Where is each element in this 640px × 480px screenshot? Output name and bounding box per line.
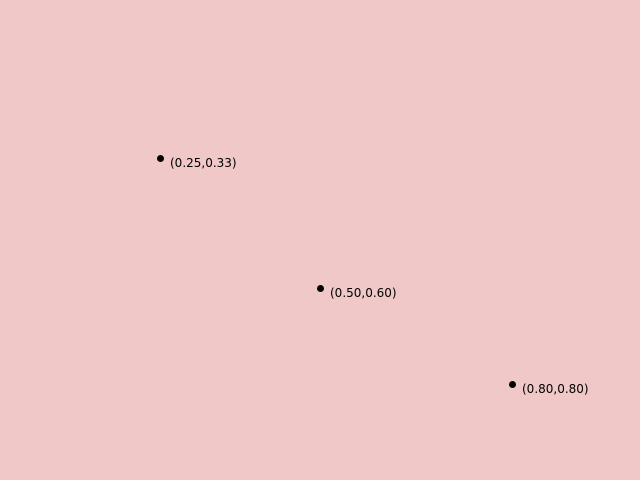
point-dot [508,380,516,388]
point-dot [156,154,164,162]
coordinate-label: (0.25,0.33) [170,156,237,171]
point-dot [316,284,324,292]
coordinate-label: (0.50,0.60) [330,286,397,300]
coordinate-label: (0.80,0.80) [522,382,589,396]
